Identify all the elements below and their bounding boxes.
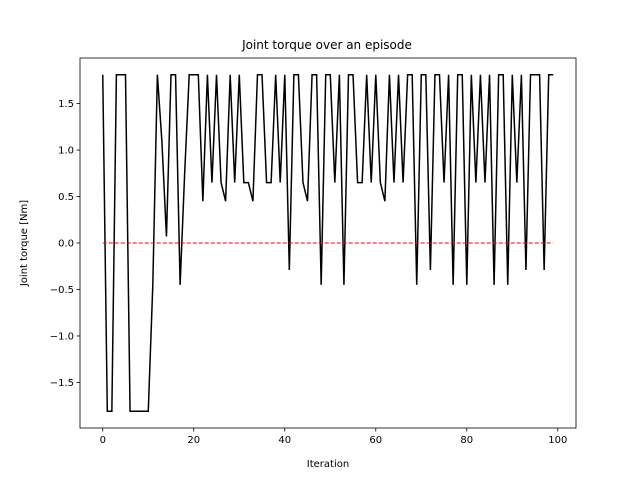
y-tick-label: 1.0 <box>58 146 74 157</box>
plot-area <box>102 73 554 413</box>
x-axis: 0 20 40 60 80 100 <box>100 428 567 446</box>
y-tick-label: 0.5 <box>58 192 74 203</box>
y-axis: −1.5 −1.0 −0.5 0.0 0.5 1.0 1.5 <box>50 99 80 389</box>
y-tick-label: −1.0 <box>50 331 74 342</box>
x-tick-label: 20 <box>187 435 200 446</box>
y-tick-label: 1.5 <box>58 99 74 110</box>
x-tick-label: 80 <box>460 435 473 446</box>
x-axis-title: Iteration <box>307 459 349 470</box>
x-tick-label: 40 <box>278 435 291 446</box>
x-tick-label: 0 <box>100 435 106 446</box>
y-tick-label: 0.0 <box>58 239 74 250</box>
x-tick-label: 100 <box>548 435 567 446</box>
y-axis-title: Joint torque [Nm] <box>19 200 30 287</box>
y-tick-label: −1.5 <box>50 378 74 389</box>
y-tick-label: −0.5 <box>50 285 74 296</box>
x-tick-label: 60 <box>369 435 382 446</box>
series-line-0 <box>102 73 554 413</box>
chart-title: Joint torque over an episode <box>241 38 412 52</box>
